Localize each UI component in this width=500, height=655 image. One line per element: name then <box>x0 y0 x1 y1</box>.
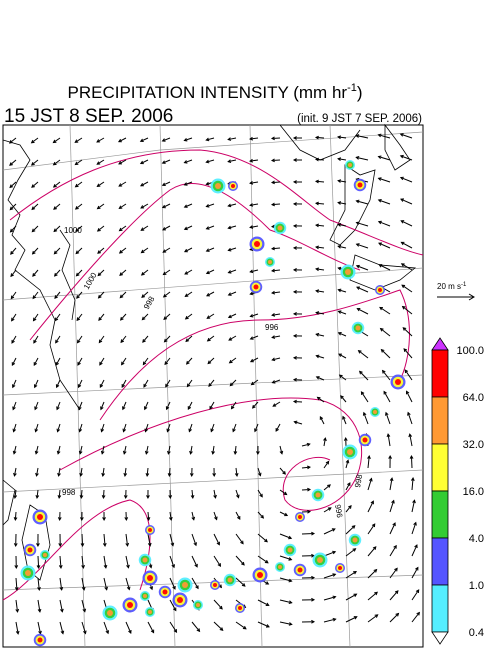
rain-cell <box>37 514 43 520</box>
wind-scale-arrow <box>437 294 474 300</box>
rain-cell <box>182 582 188 588</box>
rain-cell <box>163 590 168 595</box>
wind-scale-label: 20 m s-1 <box>437 282 467 291</box>
colorbar-label: 64.0 <box>463 392 484 404</box>
title-text: PRECIPITATION INTENSITY (mm hr <box>67 83 347 102</box>
colorbar-under <box>432 632 448 644</box>
contour-label: 996 <box>265 323 279 332</box>
rain-cell <box>196 603 200 607</box>
rain-cell <box>363 438 368 443</box>
rain-cell <box>148 528 152 532</box>
colorbar-label: 4.0 <box>469 533 484 545</box>
rain-cell <box>213 583 217 587</box>
title: PRECIPITATION INTENSITY (mm hr-1) <box>67 82 362 102</box>
rain-cell <box>347 449 353 455</box>
rain-cell <box>254 285 259 290</box>
rain-cell <box>378 288 382 292</box>
rain-cell <box>317 557 323 563</box>
map-frame <box>3 125 423 647</box>
rain-cell <box>38 638 43 643</box>
rain-cell <box>238 606 242 610</box>
rain-cell <box>257 572 263 578</box>
colorbar-segment <box>432 538 448 585</box>
rain-cell <box>288 548 293 553</box>
colorbar: 100.0 64.0 32.0 16.0 4.0 1.0 0.4 <box>432 338 484 644</box>
title-end: ) <box>357 83 363 102</box>
colorbar-segment <box>432 491 448 538</box>
rain-cell <box>298 568 303 573</box>
colorbar-label: 100.0 <box>456 345 484 357</box>
rain-cell <box>43 553 47 557</box>
rain-cell <box>316 493 321 498</box>
rain-cell <box>228 578 233 583</box>
rain-cell <box>147 575 153 581</box>
colorbar-label: 1.0 <box>469 580 484 592</box>
colorbar-segment <box>432 585 448 632</box>
colorbar-label: 32.0 <box>463 439 484 451</box>
rain-cell <box>278 565 282 569</box>
rain-cell <box>25 570 31 576</box>
rain-cell <box>298 515 302 519</box>
rain-cell <box>278 226 283 231</box>
wind-scale-text: 20 m s <box>437 282 461 291</box>
colorbar-label: 0.4 <box>469 627 484 639</box>
title-sup: -1 <box>347 82 357 94</box>
rain-cell <box>338 566 342 570</box>
colorbar-segment <box>432 350 448 397</box>
contour-label: 1000 <box>64 226 82 235</box>
wind-shaft <box>82 534 83 546</box>
rain-cell <box>254 241 260 247</box>
colorbar-label: 16.0 <box>463 486 484 498</box>
rain-cell <box>395 379 401 385</box>
init-time: (init. 9 JST 7 SEP. 2006) <box>297 113 422 125</box>
contour-label: 998 <box>62 488 76 497</box>
wind-scale-sup: -1 <box>461 282 467 288</box>
rain-cell <box>143 594 147 598</box>
rain-cell <box>268 260 272 264</box>
map-area: 1000 1000 998 996 996 998 998 <box>3 125 423 647</box>
colorbar-segment <box>432 444 448 491</box>
rain-cell <box>348 163 352 167</box>
wind-shaft <box>411 456 412 468</box>
rain-cell <box>143 558 148 563</box>
rain-cell <box>215 183 221 189</box>
rain-cell <box>373 410 377 414</box>
valid-time: 15 JST 8 SEP. 2006 <box>4 106 173 127</box>
rain-cell <box>356 326 361 331</box>
rain-cell <box>148 610 152 614</box>
colorbar-segment <box>432 397 448 444</box>
rain-cell <box>231 184 235 188</box>
rain-cell <box>127 602 133 608</box>
colorbar-over <box>432 338 448 350</box>
rain-cell <box>358 183 363 188</box>
rain-cell <box>107 610 113 616</box>
rain-cell <box>177 597 183 603</box>
rain-cell <box>345 269 351 275</box>
rain-cell <box>28 548 33 553</box>
rain-cell <box>353 538 358 543</box>
